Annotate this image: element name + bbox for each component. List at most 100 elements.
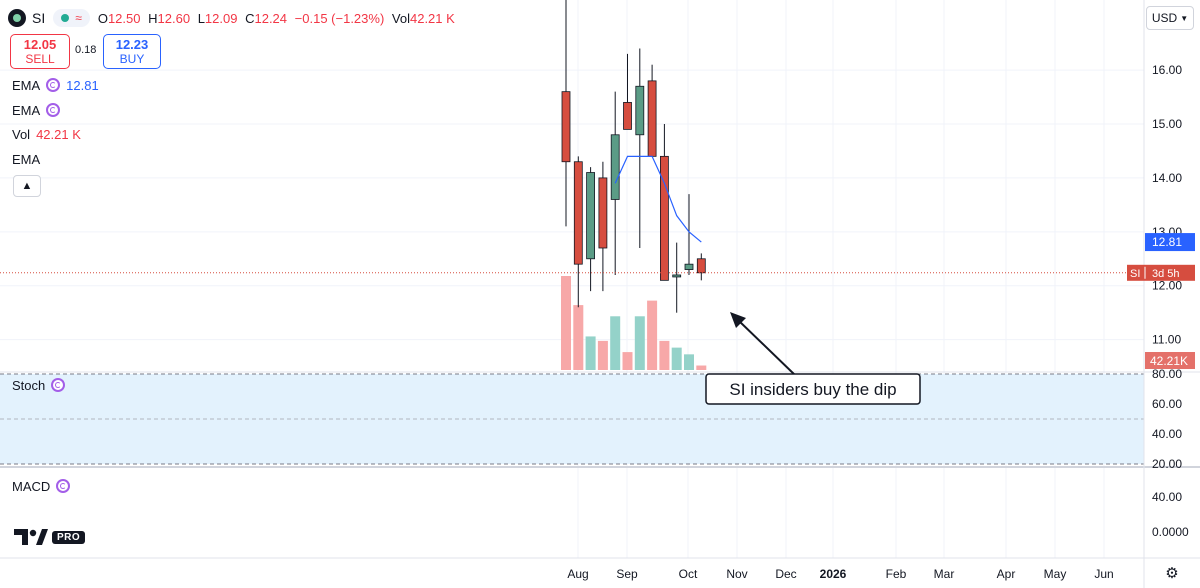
ohlc-values: O12.50 H12.60 L12.09 C12.24 −0.15 (−1.23…	[97, 10, 455, 26]
annotation-arrow-head	[730, 312, 746, 328]
annotation-arrow-line	[737, 319, 797, 377]
time-tick-label: Sep	[616, 567, 638, 581]
volume-bar	[610, 316, 621, 370]
annotation-text: SI insiders buy the dip	[729, 380, 896, 399]
symbol-legend: SI ≈ O12.50 H12.60 L12.09 C12.24 −0.15 (…	[8, 8, 459, 28]
buy-button[interactable]: 12.23 BUY	[103, 34, 161, 69]
time-tick-label: Dec	[775, 567, 796, 581]
macd-tick-label: 40.00	[1152, 490, 1182, 504]
time-tick-label: Aug	[567, 567, 588, 581]
time-tick-label: Mar	[934, 567, 955, 581]
symbol-name[interactable]: SI	[32, 10, 46, 26]
stoch-label: Stoch	[12, 377, 46, 393]
buy-label: BUY	[119, 51, 145, 66]
tradingview-logo[interactable]: PRO	[14, 528, 86, 546]
market-status-pill[interactable]: ≈	[53, 9, 90, 27]
indicator-ema-1[interactable]: EMA 12.81	[12, 76, 99, 94]
macd-label: MACD	[12, 478, 51, 494]
indicator-value: 12.81	[66, 77, 99, 93]
candle-body	[586, 172, 595, 260]
loading-ring-icon	[56, 479, 71, 493]
loading-ring-icon	[46, 78, 61, 92]
volume-bar	[671, 347, 682, 370]
countdown-label: 3d 5h	[1152, 268, 1180, 280]
price-tick-label: 15.00	[1152, 117, 1182, 131]
stoch-tick-label: 20.00	[1152, 457, 1182, 471]
high-value: 12.60	[157, 10, 191, 26]
volume-badge	[1145, 352, 1195, 369]
indicator-name: EMA	[12, 102, 41, 118]
volume-bar	[696, 365, 707, 370]
ema-badge-label: 12.81	[1152, 235, 1182, 249]
close-value: 12.24	[254, 10, 288, 26]
price-tick-label: 16.00	[1152, 63, 1182, 77]
indicator-value: 42.21 K	[36, 126, 81, 142]
buy-price: 12.23	[115, 36, 149, 52]
price-tick-label: 14.00	[1152, 171, 1182, 185]
time-tick-label: Apr	[997, 567, 1016, 581]
loading-ring-icon	[46, 103, 61, 117]
chevron-down-icon: ▼	[1180, 13, 1189, 23]
indicator-ema-3[interactable]: EMA	[12, 150, 40, 168]
time-tick-label: Jun	[1094, 567, 1113, 581]
candle-body	[623, 102, 632, 130]
sell-price: 12.05	[23, 36, 57, 52]
open-value: 12.50	[107, 10, 141, 26]
indicator-name: EMA	[12, 151, 41, 167]
time-tick-label: Nov	[726, 567, 747, 581]
candle-body	[647, 80, 657, 157]
macd-tick-label: 0.0000	[1152, 525, 1189, 539]
volume-bar	[659, 340, 670, 370]
time-tick-label: May	[1044, 567, 1067, 581]
stoch-indicator[interactable]: Stoch	[12, 376, 66, 394]
low-value: 12.09	[204, 10, 238, 26]
indicator-ema-2[interactable]: EMA	[12, 101, 61, 119]
change-value: −0.15 (−1.23%)	[294, 10, 385, 26]
time-tick-label: 2026	[820, 567, 847, 581]
price-tick-label: 12.00	[1152, 279, 1182, 293]
currency-selector[interactable]: USD ▼	[1146, 6, 1194, 30]
candle-body	[573, 161, 583, 265]
loading-ring-icon	[51, 378, 66, 392]
price-tick-label: 11.00	[1152, 333, 1181, 347]
settings-gear-icon[interactable]: ⚙	[1165, 565, 1179, 582]
vol-value: 42.21 K	[409, 10, 455, 26]
annotation-callout[interactable]	[705, 373, 921, 405]
ema-price-badge	[1145, 233, 1195, 252]
candle-body	[660, 155, 669, 281]
volume-badge-label: 42.21K	[1150, 354, 1188, 368]
currency-label: USD	[1151, 11, 1178, 25]
candle-body	[598, 177, 608, 249]
candle-body	[672, 274, 682, 278]
collapse-legend-button[interactable]: ▲	[13, 175, 41, 197]
volume-bar	[597, 340, 608, 370]
time-tick-label: Feb	[886, 567, 907, 581]
time-tick-label: Oct	[679, 567, 698, 581]
sell-button[interactable]: 12.05 SELL	[10, 34, 70, 69]
stoch-tick-label: 40.00	[1152, 427, 1182, 441]
volume-bar	[561, 276, 571, 370]
indicator-name: Vol	[12, 126, 31, 142]
candle-body	[684, 263, 694, 270]
tv-logo-icon	[14, 529, 48, 545]
last-price-symbol: SI	[1130, 268, 1140, 280]
macd-indicator[interactable]: MACD	[12, 477, 71, 495]
pro-badge: PRO	[52, 530, 86, 544]
stoch-tick-label: 60.00	[1152, 397, 1182, 411]
candle-body	[561, 91, 571, 163]
last-price-badge	[1127, 264, 1195, 281]
vol-label: Vol	[391, 10, 410, 26]
spread-value: 0.18	[75, 44, 97, 56]
volume-bar	[647, 300, 658, 370]
volume-bar	[622, 352, 633, 370]
market-status-dot-icon	[61, 14, 70, 22]
volume-bar	[684, 354, 694, 370]
sell-label: SELL	[25, 51, 55, 66]
symbol-logo-icon	[8, 9, 26, 27]
indicator-name: EMA	[12, 77, 41, 93]
candle-body	[696, 258, 706, 274]
chevron-up-icon: ▲	[21, 180, 33, 192]
wave-icon: ≈	[75, 11, 82, 25]
indicator-vol[interactable]: Vol 42.21 K	[12, 125, 81, 143]
